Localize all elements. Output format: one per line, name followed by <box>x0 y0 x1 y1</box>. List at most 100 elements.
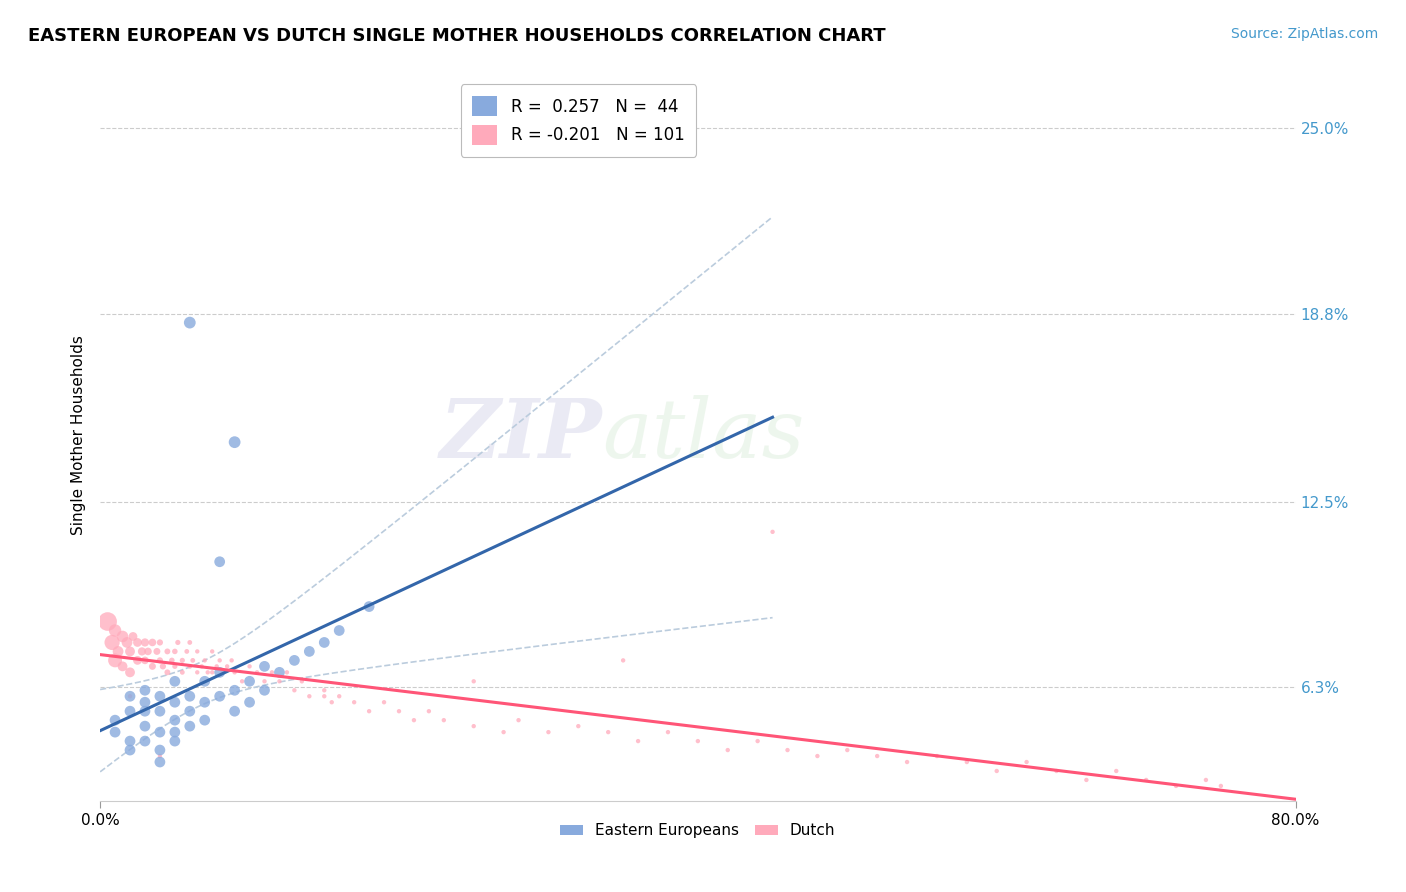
Point <box>134 734 156 748</box>
Point <box>186 665 208 680</box>
Point <box>127 653 149 667</box>
Point <box>925 749 948 764</box>
Point <box>1105 764 1128 778</box>
Point <box>127 635 149 649</box>
Point <box>686 734 709 748</box>
Point <box>1164 779 1187 793</box>
Point <box>149 653 172 667</box>
Point <box>201 644 224 658</box>
Point <box>1076 772 1098 787</box>
Point <box>149 704 172 718</box>
Point <box>190 659 212 673</box>
Point <box>152 659 174 673</box>
Point <box>149 635 172 649</box>
Point <box>956 755 979 769</box>
Point <box>1015 755 1038 769</box>
Point <box>359 599 381 614</box>
Point <box>172 653 194 667</box>
Point <box>163 674 186 689</box>
Point <box>343 695 366 709</box>
Point <box>166 635 188 649</box>
Point <box>101 635 124 649</box>
Point <box>149 743 172 757</box>
Point <box>627 734 650 748</box>
Point <box>359 704 381 718</box>
Point <box>224 665 246 680</box>
Point <box>172 665 194 680</box>
Legend: Eastern Europeans, Dutch: Eastern Europeans, Dutch <box>554 817 842 845</box>
Point <box>418 704 440 718</box>
Point <box>298 690 321 704</box>
Point <box>149 749 172 764</box>
Point <box>156 644 179 658</box>
Point <box>806 749 828 764</box>
Point <box>747 734 769 748</box>
Point <box>761 524 783 539</box>
Point <box>131 644 153 658</box>
Point <box>149 725 172 739</box>
Point <box>179 704 201 718</box>
Point <box>194 653 217 667</box>
Point <box>134 695 156 709</box>
Point <box>231 674 253 689</box>
Text: EASTERN EUROPEAN VS DUTCH SINGLE MOTHER HOUSEHOLDS CORRELATION CHART: EASTERN EUROPEAN VS DUTCH SINGLE MOTHER … <box>28 27 886 45</box>
Point <box>194 695 217 709</box>
Point <box>1195 772 1218 787</box>
Point <box>163 644 186 658</box>
Point <box>567 719 589 733</box>
Point <box>866 749 889 764</box>
Point <box>269 674 291 689</box>
Point <box>283 683 305 698</box>
Point <box>224 704 246 718</box>
Point <box>104 725 127 739</box>
Point <box>314 690 336 704</box>
Point <box>283 653 305 667</box>
Point <box>238 695 260 709</box>
Point <box>181 653 204 667</box>
Point <box>179 659 201 673</box>
Point <box>314 635 336 649</box>
Point <box>463 674 485 689</box>
Text: ZIP: ZIP <box>440 394 602 475</box>
Point <box>141 659 163 673</box>
Point <box>221 653 243 667</box>
Point <box>134 635 156 649</box>
Point <box>205 659 228 673</box>
Point <box>217 659 239 673</box>
Point <box>208 653 231 667</box>
Point <box>260 665 283 680</box>
Point <box>179 316 201 330</box>
Point <box>224 683 246 698</box>
Point <box>97 615 120 629</box>
Point <box>163 725 186 739</box>
Point <box>115 635 138 649</box>
Point <box>776 743 799 757</box>
Point <box>160 653 183 667</box>
Point <box>136 644 159 658</box>
Point <box>186 644 208 658</box>
Point <box>508 713 530 727</box>
Point <box>163 695 186 709</box>
Point <box>612 653 634 667</box>
Point <box>291 674 314 689</box>
Point <box>134 719 156 733</box>
Point <box>208 690 231 704</box>
Point <box>134 704 156 718</box>
Point <box>179 719 201 733</box>
Point <box>328 690 350 704</box>
Point <box>224 435 246 450</box>
Point <box>179 635 201 649</box>
Point <box>238 659 260 673</box>
Point <box>176 644 198 658</box>
Point <box>657 725 679 739</box>
Point <box>298 644 321 658</box>
Point <box>149 690 172 704</box>
Point <box>156 665 179 680</box>
Point <box>238 674 260 689</box>
Point <box>141 635 163 649</box>
Point <box>246 665 269 680</box>
Point <box>1045 764 1067 778</box>
Point <box>163 659 186 673</box>
Point <box>197 665 219 680</box>
Point <box>208 665 231 680</box>
